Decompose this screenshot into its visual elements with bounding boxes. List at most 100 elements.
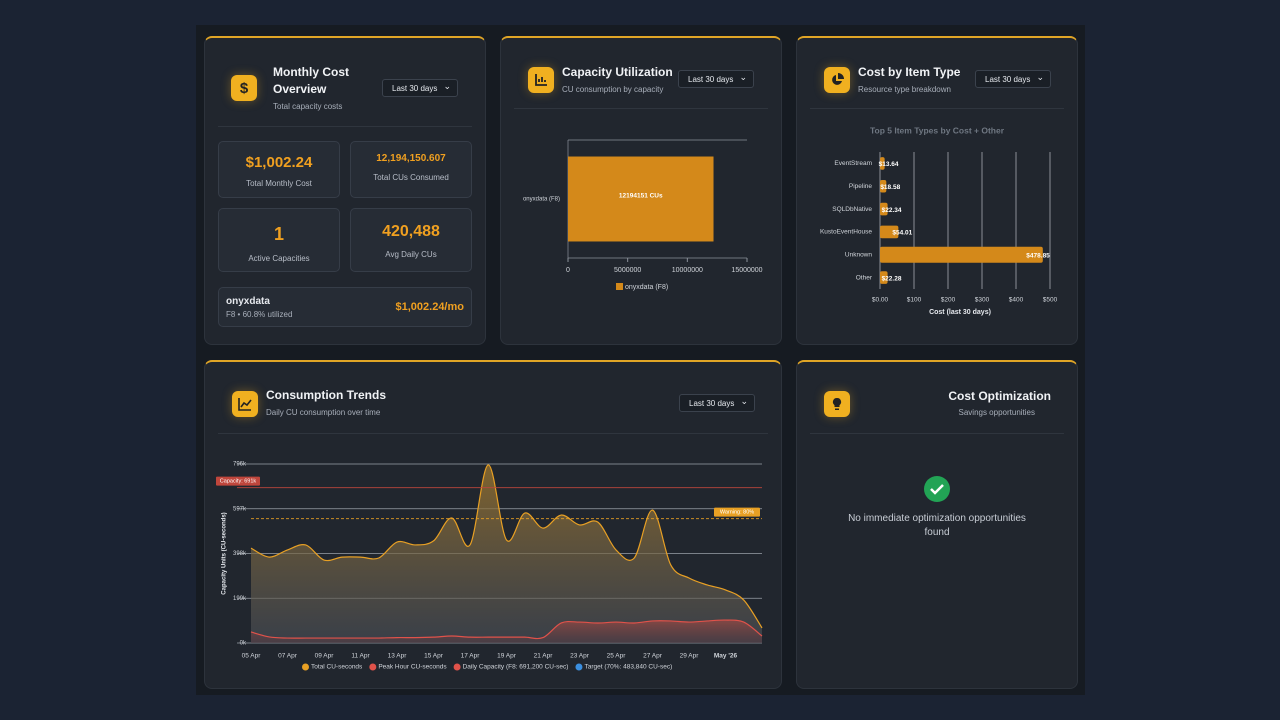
value-label: $22.28 [882, 275, 902, 282]
icon-glyph [832, 73, 844, 85]
legend-swatch [453, 663, 461, 671]
reference-label: Warning: 80% [720, 510, 754, 516]
x-tick-label: 21 Apr [534, 653, 554, 660]
value-label: $13.64 [879, 161, 899, 168]
line [250, 464, 763, 629]
x-tick-label: 11 Apr [351, 653, 370, 660]
x-tick-label: 19 Apr [497, 653, 517, 660]
panel-title: Cost by Item Type [858, 65, 961, 79]
bar [880, 179, 887, 193]
y-tick-label: 398k [233, 551, 247, 557]
line [250, 619, 763, 640]
stat-label: Total CUs Consumed [373, 173, 449, 182]
y-tick-label: Pipeline [849, 183, 873, 190]
divider [218, 433, 768, 434]
legend-label: Total CU-seconds [311, 664, 363, 671]
icon [824, 67, 850, 93]
check-icon [924, 476, 950, 502]
x-tick-label: $200 [941, 297, 956, 304]
bar [880, 202, 888, 216]
dropdown[interactable]: Last 30 days [382, 79, 458, 97]
x-tick-label: $500 [1043, 297, 1058, 304]
x-tick-label: $300 [975, 297, 990, 304]
capacity-detail: F8 • 60.8% utilized [226, 310, 293, 319]
icon: $ [231, 75, 257, 101]
icon [824, 391, 850, 417]
y-tick-label: 796k [233, 462, 247, 468]
divider [514, 108, 768, 109]
reference-badge [714, 507, 760, 517]
panel-subtitle: Total capacity costs [273, 102, 343, 111]
stat-label: Avg Daily CUs [385, 250, 437, 259]
panel-title: Consumption Trends [266, 388, 386, 402]
y-tick-label: 199k [233, 596, 247, 602]
stat-value: 1 [273, 224, 284, 244]
x-tick-label: 0 [566, 267, 570, 274]
x-tick-label: $400 [1009, 297, 1024, 304]
dropdown[interactable]: Last 30 days [678, 70, 754, 88]
capacity-name: onyxdata [226, 296, 270, 307]
legend-label: Target (70%: 483,840 CU-sec) [584, 664, 672, 671]
stat-card: 12,194,150.607 Total CUs Consumed [350, 141, 472, 198]
legend-swatch [302, 663, 309, 671]
y-axis-label: Capacity Units (CU-seconds) [222, 512, 228, 594]
panel-subtitle: Resource type breakdown [858, 85, 951, 94]
x-tick-label: 09 Apr [315, 653, 335, 660]
legend-swatch [616, 283, 623, 290]
stat-label: Active Capacities [248, 254, 310, 263]
area [251, 620, 762, 643]
reference-label: Capacity: 691k [220, 479, 257, 485]
x-tick-label: 15000000 [731, 267, 762, 274]
message: No immediate optimization opportunities … [848, 513, 1026, 538]
panel-subtitle: Savings opportunities [958, 408, 1036, 417]
area [251, 464, 762, 643]
stat-card: 1 Active Capacities [218, 208, 340, 272]
value-label: 12194151 CUs [619, 193, 663, 200]
y-tick-label: EventStream [834, 160, 872, 167]
capacity-row: onyxdata F8 • 60.8% utilized $1,002.24/m… [218, 287, 472, 327]
bar [880, 271, 888, 284]
x-tick-label: 25 Apr [607, 653, 627, 660]
dropdown[interactable]: Last 30 days [975, 70, 1051, 88]
x-tick-label: 10000000 [672, 267, 703, 274]
y-tick-label: KustoEventHouse [820, 229, 872, 236]
y-tick-label: Unknown [845, 251, 872, 258]
x-tick-label: 23 Apr [570, 653, 590, 660]
divider [218, 126, 472, 127]
bar [880, 246, 1043, 263]
value-label: $54.01 [892, 230, 912, 237]
y-tick-label: SQLDbNative [832, 206, 872, 213]
x-tick-label: 07 Apr [278, 653, 298, 660]
stat-value: 420,488 [382, 223, 440, 240]
panel-subtitle: Daily CU consumption over time [266, 408, 381, 417]
reference-badge [216, 476, 260, 486]
bar [880, 157, 885, 170]
legend-label: onyxdata (F8) [625, 284, 668, 291]
x-tick-label: $100 [907, 297, 922, 304]
x-tick-label: 17 Apr [461, 653, 481, 660]
y-tick-label: 0k [240, 641, 247, 647]
x-tick-label: May '26 [714, 653, 738, 660]
bar [568, 156, 714, 242]
stat-card: 420,488 Avg Daily CUs [350, 208, 472, 272]
x-tick-label: 27 Apr [643, 653, 663, 660]
x-tick-label: 05 Apr [242, 653, 262, 660]
stat-label: Total Monthly Cost [246, 179, 312, 188]
divider [810, 433, 1064, 434]
x-tick-label: 13 Apr [388, 653, 408, 660]
x-tick-label: 15 Apr [424, 653, 444, 660]
stat-value: 12,194,150.607 [376, 153, 446, 164]
stat-card: $1,002.24 Total Monthly Cost [218, 141, 340, 198]
dropdown[interactable]: Last 30 days [679, 394, 755, 412]
x-tick-label: 5000000 [614, 267, 641, 274]
icon-glyph [535, 74, 547, 86]
icon-glyph [238, 398, 252, 411]
legend-label: Daily Capacity (F8: 691,200 CU-sec) [463, 664, 569, 671]
x-tick-label: $0.00 [872, 297, 889, 304]
x-axis-label: Cost (last 30 days) [929, 309, 991, 316]
divider [810, 108, 1064, 109]
panel-title: Cost Optimization [948, 389, 1051, 403]
y-tick-label: 597k [233, 506, 247, 512]
